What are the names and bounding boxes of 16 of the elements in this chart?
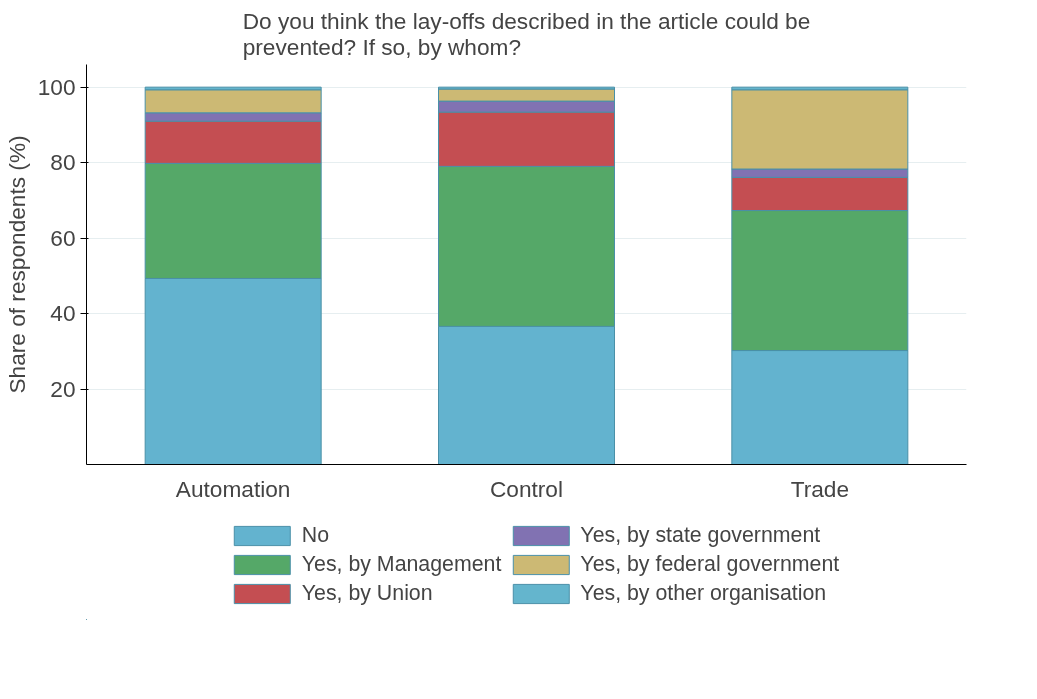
legend-label: No xyxy=(301,522,330,548)
legend-label: Yes, by Management xyxy=(301,551,502,577)
y-tick-label: 60 xyxy=(50,224,76,251)
x-tick-label: Control xyxy=(489,475,564,502)
y-tick-label: 20 xyxy=(50,375,76,402)
legend-label: Yes, by other organisation xyxy=(580,580,827,606)
legend-label: Yes, by Union xyxy=(301,580,433,606)
legend-label: Yes, by federal government xyxy=(580,551,840,577)
y-axis-title: Share of respondents (%) xyxy=(3,135,30,394)
x-tick-label: Trade xyxy=(790,475,850,502)
x-tick-label: Automation xyxy=(175,475,291,502)
y-tick-label: 40 xyxy=(50,300,76,327)
y-tick-label: 100 xyxy=(37,73,76,100)
chart-title: Do you think the lay-offs described in the article could be prevented? If so, by whom? xyxy=(242,7,811,60)
legend-label: Yes, by state government xyxy=(580,522,821,548)
y-tick-label: 80 xyxy=(50,149,76,176)
